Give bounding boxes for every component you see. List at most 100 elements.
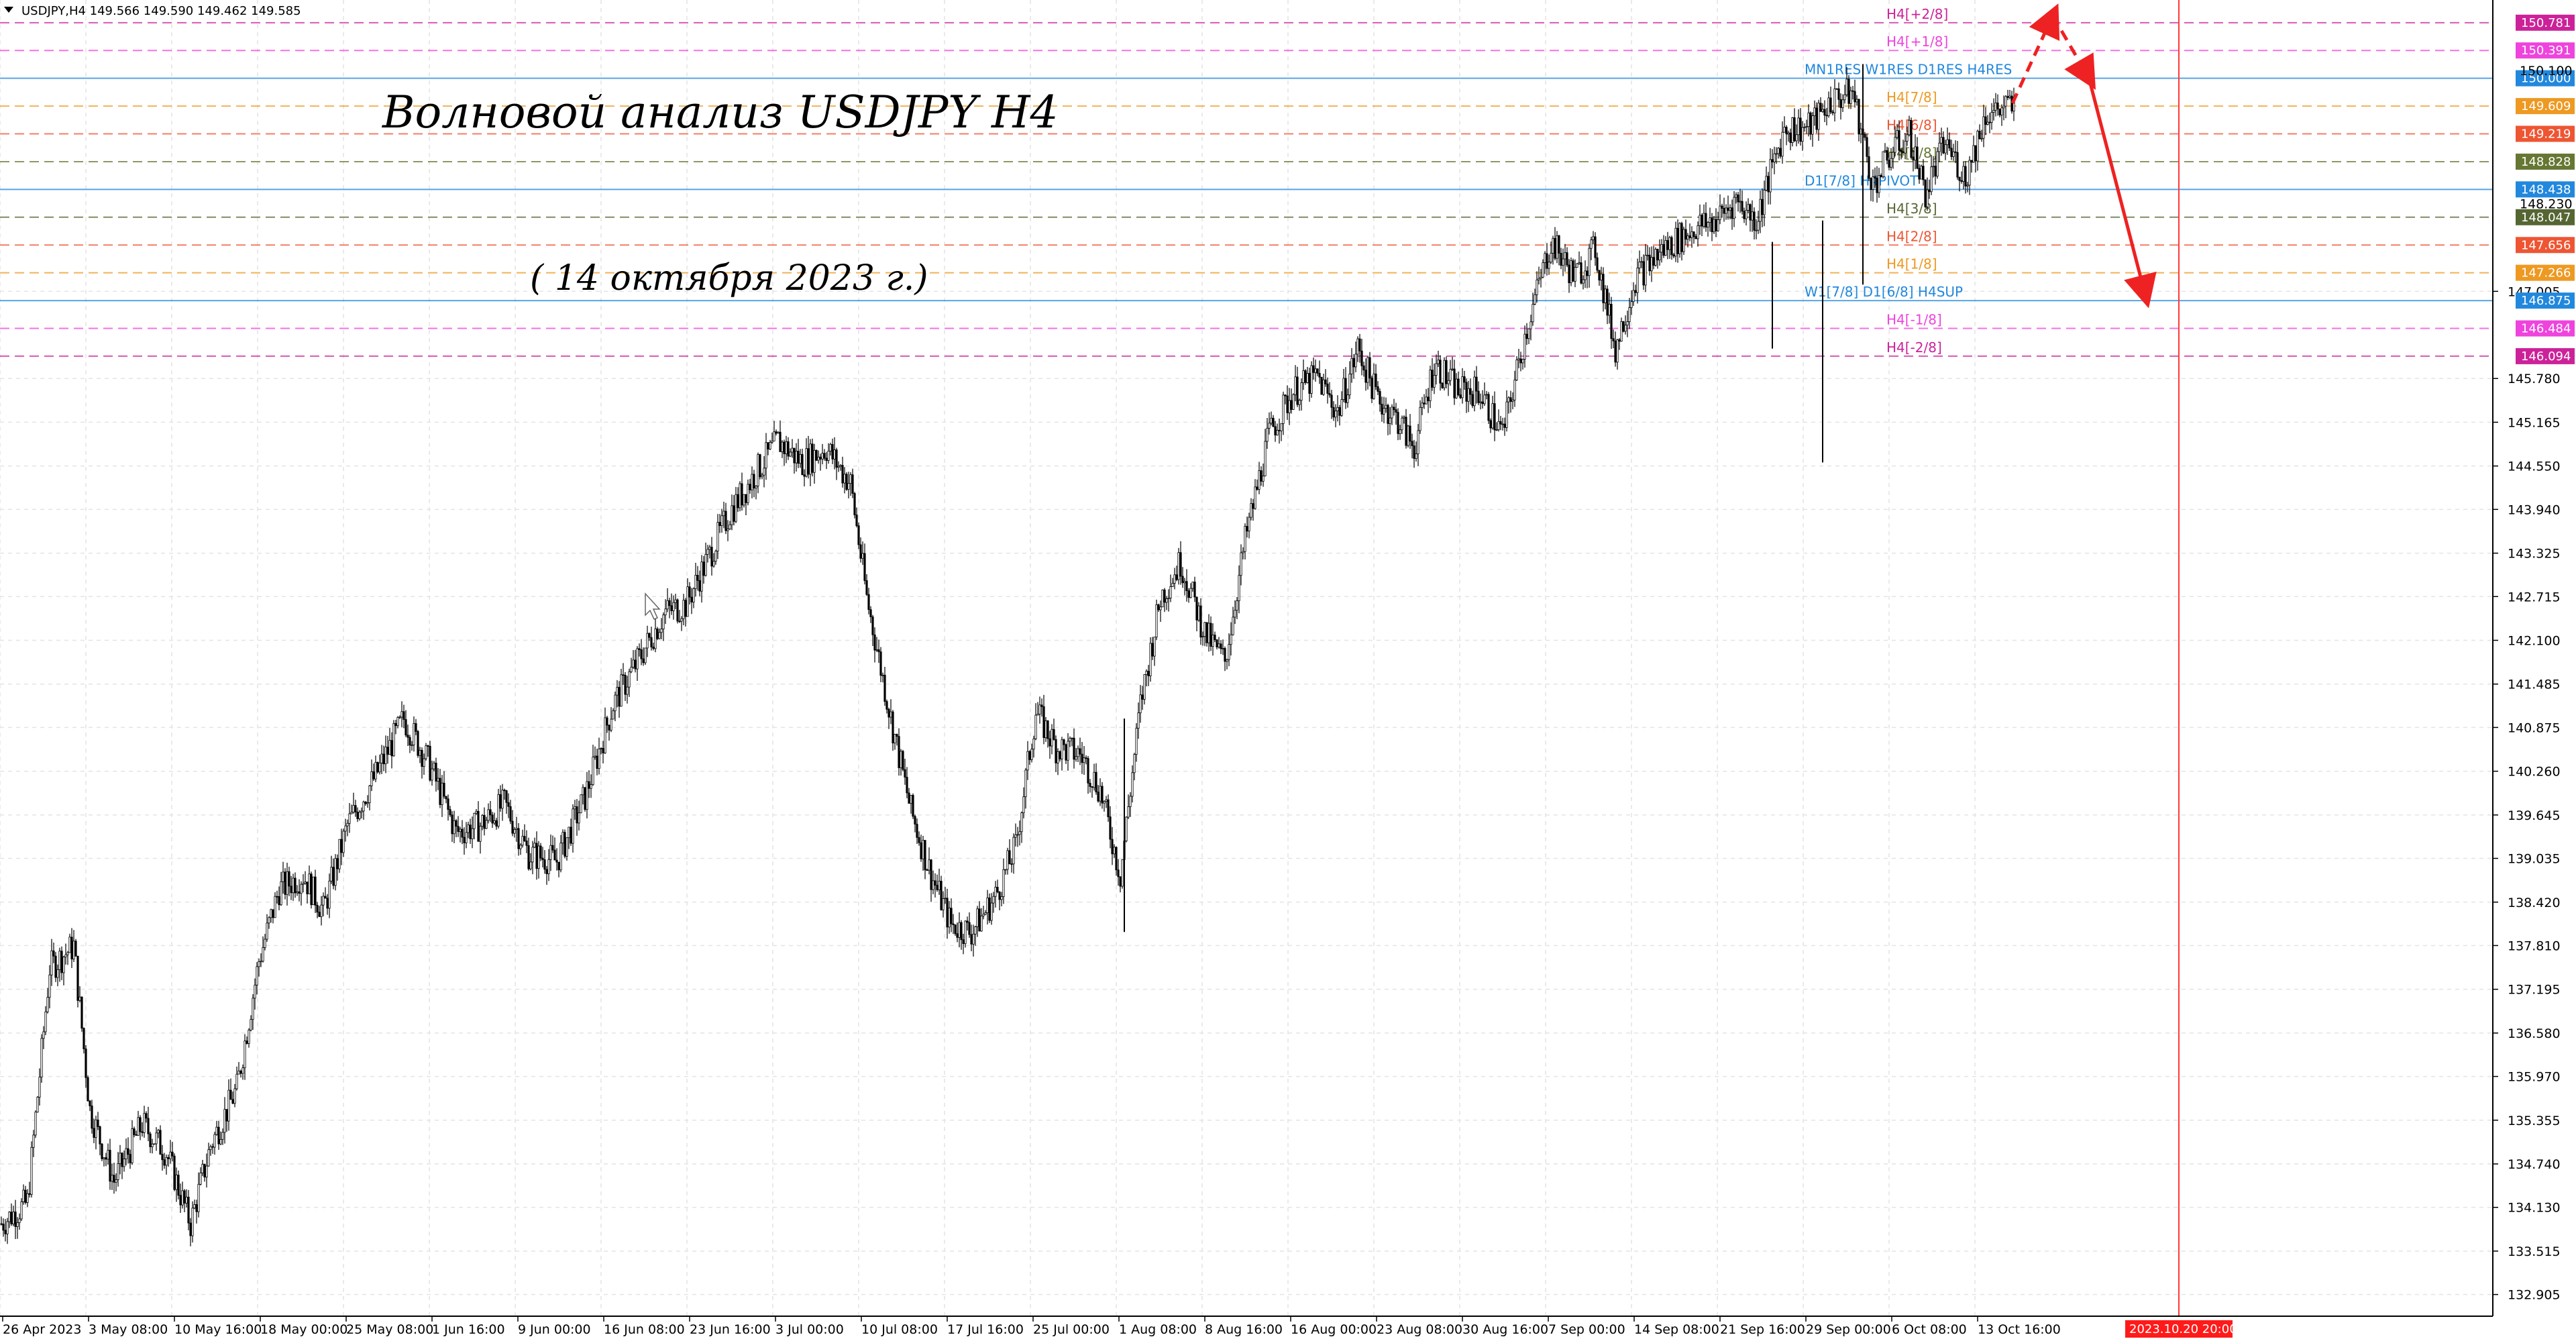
candle-body: [1992, 109, 1995, 113]
candle-body: [1761, 199, 1764, 215]
candle-body: [676, 599, 679, 622]
candle-body: [1610, 304, 1613, 339]
triangle-down-icon[interactable]: [4, 7, 13, 13]
candle-body: [1751, 211, 1754, 221]
candle-body: [1169, 586, 1172, 598]
candle-body: [986, 897, 989, 913]
candle-body: [388, 740, 391, 755]
candle-body: [1018, 831, 1021, 835]
candle-body: [1632, 290, 1635, 303]
candle-body: [531, 847, 534, 863]
candle-body: [900, 751, 902, 768]
candle-body: [282, 871, 284, 882]
candle-body: [256, 966, 258, 985]
candle-body: [932, 880, 934, 890]
candle-body: [1338, 407, 1341, 416]
candles: [0, 64, 2015, 1246]
price-tick-label: 142.715: [2508, 590, 2561, 604]
chart-date: ( 14 октября 2023 г.): [530, 258, 928, 299]
candle-body: [1948, 139, 1951, 149]
candle-body: [680, 618, 683, 622]
candle-body: [99, 1126, 101, 1144]
candle-body: [362, 802, 365, 812]
candle-body: [582, 787, 584, 796]
candle-body: [1276, 429, 1279, 435]
candle-body: [14, 1212, 17, 1227]
candle-body: [435, 763, 437, 782]
candle-body: [1825, 115, 1828, 117]
candle-body: [950, 908, 953, 924]
candle-body: [626, 686, 629, 695]
price-tick-label: 143.940: [2508, 502, 2561, 517]
candle-body: [205, 1165, 208, 1178]
candle-body: [1707, 222, 1709, 228]
candle-body: [1308, 373, 1311, 394]
candle-body: [1069, 738, 1071, 742]
candle-body: [1572, 260, 1574, 282]
candle-body: [1105, 799, 1108, 802]
candle-body: [1638, 262, 1641, 268]
candle-body: [1409, 425, 1411, 442]
candle-body: [787, 441, 790, 457]
price-tick-label: 135.970: [2508, 1070, 2561, 1085]
candle-body: [823, 453, 826, 459]
candle-body: [1709, 217, 1711, 223]
price-tag-label: 146.875: [2521, 294, 2571, 308]
candle-body: [1984, 116, 1987, 125]
candle-body: [1662, 244, 1665, 256]
candle-body: [843, 474, 846, 484]
candle-body: [1501, 423, 1504, 425]
candle-body: [32, 1134, 35, 1148]
candle-body: [763, 468, 765, 476]
candle-body: [465, 832, 468, 843]
candle-body: [1364, 370, 1367, 383]
candle-body: [272, 909, 274, 918]
candle-body: [916, 824, 918, 838]
forecast-down-arrow: [2087, 78, 2157, 309]
candle-body: [427, 745, 429, 747]
candle-body: [1843, 94, 1846, 101]
candle-body: [892, 711, 894, 744]
candle-body: [785, 441, 788, 454]
time-tick-label: 16 Aug 00:00: [1291, 1322, 1377, 1337]
price-tag-label: 149.219: [2521, 127, 2571, 141]
time-tick-label: 23 Jun 16:00: [690, 1322, 771, 1337]
candle-body: [34, 1112, 37, 1136]
candle-body: [1447, 380, 1450, 384]
candle-body: [739, 483, 741, 508]
candle-body: [1111, 839, 1114, 855]
price-extra-label: 150.100: [2520, 64, 2573, 78]
time-tick-label: 7 Sep 00:00: [1548, 1322, 1625, 1337]
candle-body: [1151, 643, 1154, 657]
candle-body: [1542, 262, 1544, 278]
price-axis[interactable]: 132.905 133.515 134.130 134.740 135.355 135.9…: [2493, 284, 2561, 1303]
candle-body: [1127, 806, 1130, 818]
candle-body: [1656, 249, 1659, 261]
candle-body: [1004, 869, 1007, 871]
candle-body: [678, 621, 681, 623]
candle-body: [885, 701, 888, 710]
candle-body: [1729, 207, 1731, 211]
candle-body: [1083, 757, 1085, 763]
candle-body: [1785, 127, 1788, 135]
candle-body: [1715, 219, 1717, 231]
candle-body: [1250, 503, 1252, 518]
candle-body: [894, 734, 896, 744]
candle-body: [40, 1038, 43, 1078]
candle-body: [1668, 237, 1671, 250]
candle-body: [1771, 159, 1774, 162]
candle-body: [604, 717, 606, 753]
candle-body: [1298, 400, 1301, 405]
candle-body: [513, 829, 516, 834]
candle-body: [163, 1159, 166, 1166]
candle-body: [910, 795, 912, 804]
candle-body: [356, 812, 359, 819]
time-tick-label: 16 Jun 08:00: [604, 1322, 685, 1337]
price-tag-label: 149.609: [2521, 99, 2571, 113]
candle-body: [946, 898, 949, 928]
candle-body: [1014, 835, 1017, 838]
candle-body: [1703, 213, 1705, 227]
candle-body: [1548, 262, 1550, 269]
